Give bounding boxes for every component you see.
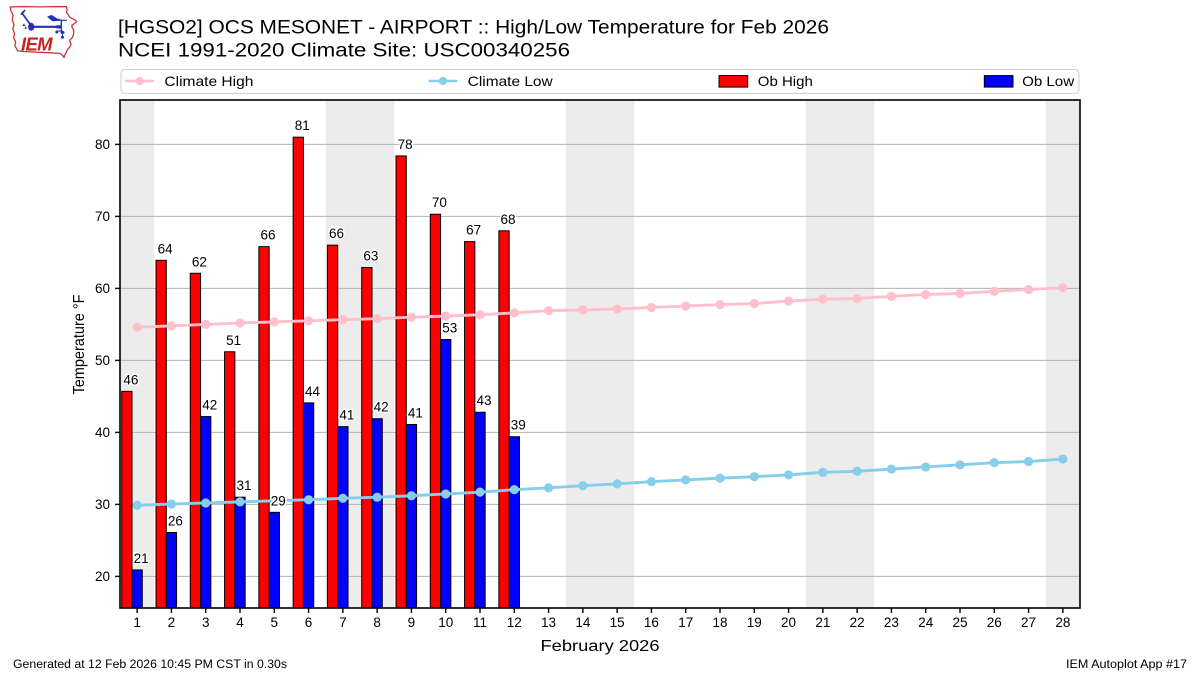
svg-text:66: 66 xyxy=(260,228,275,243)
svg-text:50: 50 xyxy=(95,353,110,368)
svg-text:Climate High: Climate High xyxy=(164,73,253,89)
svg-text:[HGSO2] OCS MESONET - AIRPORT: [HGSO2] OCS MESONET - AIRPORT :: High/Lo… xyxy=(118,18,829,39)
svg-text:6: 6 xyxy=(305,615,313,630)
svg-text:Ob Low: Ob Low xyxy=(1022,73,1075,89)
svg-text:43: 43 xyxy=(476,393,491,408)
svg-text:29: 29 xyxy=(271,493,286,508)
svg-text:31: 31 xyxy=(236,478,251,493)
svg-text:25: 25 xyxy=(952,615,967,630)
svg-text:14: 14 xyxy=(575,615,591,630)
svg-text:20: 20 xyxy=(95,569,110,584)
svg-text:42: 42 xyxy=(374,400,389,415)
svg-text:Generated at 12 Feb 2026 10:45: Generated at 12 Feb 2026 10:45 PM CST in… xyxy=(13,659,287,671)
svg-text:70: 70 xyxy=(432,195,447,210)
svg-text:28: 28 xyxy=(1055,615,1070,630)
svg-text:10: 10 xyxy=(438,615,453,630)
svg-text:22: 22 xyxy=(850,615,865,630)
svg-text:68: 68 xyxy=(500,212,515,227)
svg-text:26: 26 xyxy=(168,513,183,528)
svg-text:80: 80 xyxy=(95,137,110,152)
svg-text:Temperature °F: Temperature °F xyxy=(71,295,88,395)
svg-text:40: 40 xyxy=(95,425,110,440)
svg-text:42: 42 xyxy=(202,398,217,413)
svg-text:23: 23 xyxy=(884,615,899,630)
svg-text:51: 51 xyxy=(226,333,241,348)
svg-text:9: 9 xyxy=(408,615,416,630)
svg-text:IEM: IEM xyxy=(21,34,53,55)
svg-text:41: 41 xyxy=(408,405,423,420)
svg-text:IEM Autoplot App #17: IEM Autoplot App #17 xyxy=(1066,659,1187,671)
svg-text:4: 4 xyxy=(236,615,244,630)
svg-text:7: 7 xyxy=(339,615,347,630)
svg-text:27: 27 xyxy=(1021,615,1036,630)
svg-text:11: 11 xyxy=(473,615,487,630)
svg-text:1: 1 xyxy=(133,615,141,630)
svg-text:39: 39 xyxy=(511,418,526,433)
svg-text:67: 67 xyxy=(466,223,481,238)
svg-text:16: 16 xyxy=(644,615,659,630)
svg-text:81: 81 xyxy=(295,118,310,133)
svg-text:18: 18 xyxy=(712,615,727,630)
svg-text:15: 15 xyxy=(610,615,625,630)
svg-text:Climate Low: Climate Low xyxy=(468,73,554,89)
svg-text:30: 30 xyxy=(95,497,110,512)
svg-text:26: 26 xyxy=(987,615,1002,630)
svg-text:19: 19 xyxy=(747,615,762,630)
svg-text:2: 2 xyxy=(168,615,176,630)
svg-text:63: 63 xyxy=(363,249,378,264)
svg-text:66: 66 xyxy=(329,226,344,241)
svg-text:8: 8 xyxy=(373,615,381,630)
svg-text:24: 24 xyxy=(918,615,934,630)
svg-text:NCEI 1991-2020 Climate Site: U: NCEI 1991-2020 Climate Site: USC00340256 xyxy=(118,41,570,62)
svg-text:46: 46 xyxy=(123,372,138,387)
svg-text:February 2026: February 2026 xyxy=(541,638,660,655)
svg-text:17: 17 xyxy=(678,615,693,630)
svg-text:41: 41 xyxy=(339,408,354,423)
svg-text:53: 53 xyxy=(442,321,457,336)
svg-text:21: 21 xyxy=(134,551,149,566)
svg-text:70: 70 xyxy=(95,209,110,224)
svg-text:64: 64 xyxy=(158,241,174,256)
svg-text:13: 13 xyxy=(541,615,556,630)
svg-text:21: 21 xyxy=(815,615,830,630)
svg-text:60: 60 xyxy=(95,281,110,296)
svg-text:12: 12 xyxy=(507,615,522,630)
svg-text:78: 78 xyxy=(398,137,413,152)
svg-text:Ob High: Ob High xyxy=(758,73,813,89)
svg-text:5: 5 xyxy=(271,615,279,630)
svg-text:3: 3 xyxy=(202,615,210,630)
svg-text:20: 20 xyxy=(781,615,796,630)
svg-text:62: 62 xyxy=(192,254,207,269)
svg-text:44: 44 xyxy=(305,384,321,399)
